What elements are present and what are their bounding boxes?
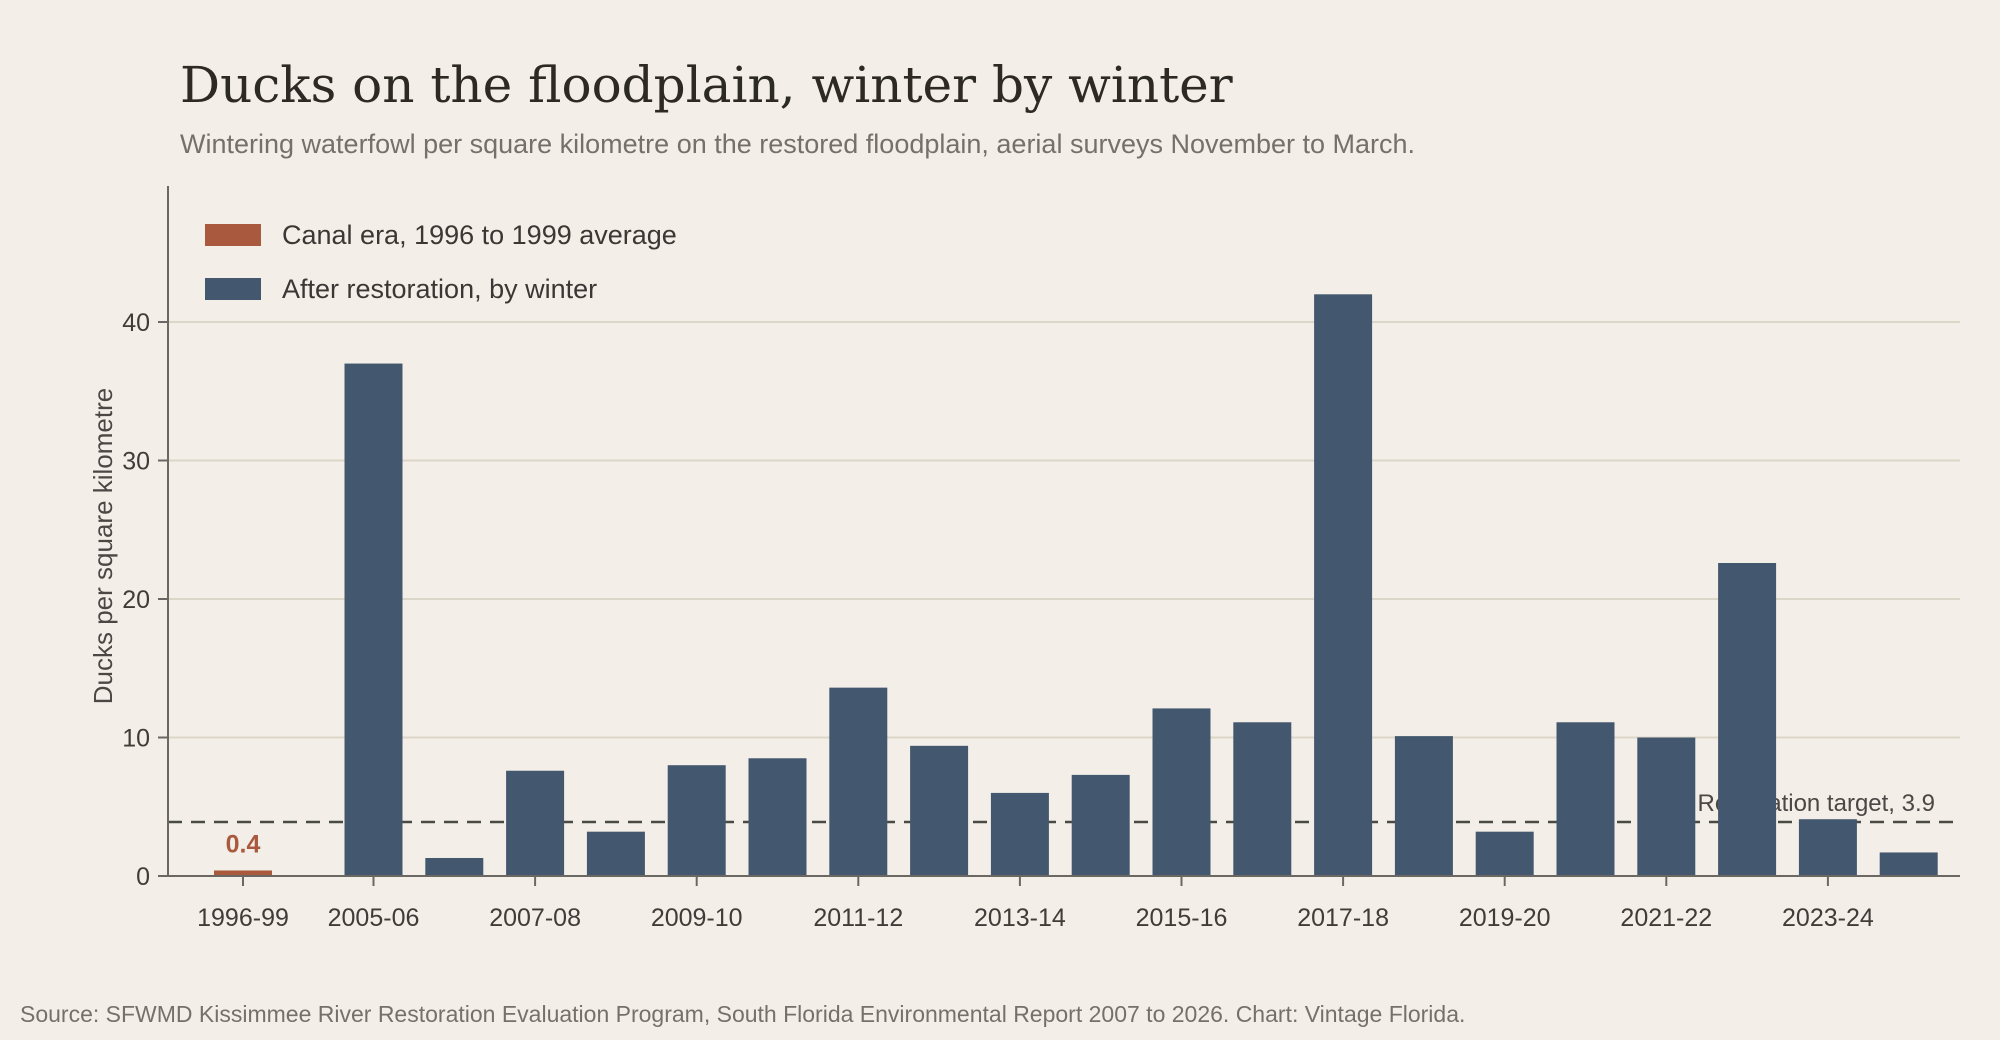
bars: 0.4 xyxy=(214,294,1938,876)
x-tick-label: 2013-14 xyxy=(974,904,1066,932)
gridlines xyxy=(168,321,1960,739)
bar-2008-09 xyxy=(586,831,645,876)
bar-2014-15 xyxy=(1071,774,1130,876)
x-tick-label: 2005-06 xyxy=(328,904,420,932)
x-tick-label: 2017-18 xyxy=(1297,904,1389,932)
bar-2017-18 xyxy=(1314,294,1373,876)
y-tick-label: 30 xyxy=(122,448,150,476)
x-tick-label: 1996-99 xyxy=(197,904,289,932)
legend-label: After restoration, by winter xyxy=(282,274,597,304)
chart-title: Ducks on the floodplain, winter by winte… xyxy=(180,56,1233,114)
data-label: 0.4 xyxy=(226,830,261,858)
bar-2024-25 xyxy=(1879,852,1938,876)
bar-2013-14 xyxy=(990,792,1049,876)
chart-subtitle: Wintering waterfowl per square kilometre… xyxy=(180,129,1415,159)
x-tick-label: 2011-12 xyxy=(813,904,903,932)
legend-swatch xyxy=(205,224,261,246)
bar-2019-20 xyxy=(1475,831,1534,876)
legend-swatch xyxy=(205,278,261,300)
x-tick-label: 2021-22 xyxy=(1620,904,1712,932)
bar-2005-06 xyxy=(344,363,403,876)
y-axis-label: Ducks per square kilometre xyxy=(88,388,118,704)
y-tick-label: 40 xyxy=(122,309,150,337)
legend-label: Canal era, 1996 to 1999 average xyxy=(282,220,677,250)
axes: 0 10 20 30 40 1996-99 2005-06 2007-08 2009-10 201… xyxy=(122,186,1960,932)
bar-2020-21 xyxy=(1556,722,1615,876)
bar-2022-23 xyxy=(1718,562,1777,876)
bar-2023-24 xyxy=(1798,819,1857,876)
x-tick-label: 2019-20 xyxy=(1459,904,1551,932)
x-tick-label: 2015-16 xyxy=(1136,904,1228,932)
bar-2012-13 xyxy=(910,745,969,876)
y-tick-label: 20 xyxy=(122,586,150,614)
y-tick-label: 10 xyxy=(122,725,150,753)
bar-2006-07 xyxy=(425,857,484,876)
x-tick-label: 2007-08 xyxy=(489,904,581,932)
legend: Canal era, 1996 to 1999 average After res… xyxy=(205,220,677,304)
bar-2015-16 xyxy=(1152,708,1211,876)
bar-1996-99 xyxy=(214,870,272,876)
source-note: Source: SFWMD Kissimmee River Restoratio… xyxy=(20,1001,1465,1027)
x-tick-label: 2009-10 xyxy=(651,904,743,932)
bar-2011-12 xyxy=(829,687,888,876)
bar-2010-11 xyxy=(748,758,807,876)
bar-2009-10 xyxy=(667,765,726,876)
x-tick-label: 2023-24 xyxy=(1782,904,1874,932)
y-tick-label: 0 xyxy=(136,863,150,891)
bar-2016-17 xyxy=(1233,722,1292,876)
bar-2007-08 xyxy=(506,770,565,876)
bar-2021-22 xyxy=(1637,737,1696,876)
bar-2018-19 xyxy=(1394,736,1453,876)
